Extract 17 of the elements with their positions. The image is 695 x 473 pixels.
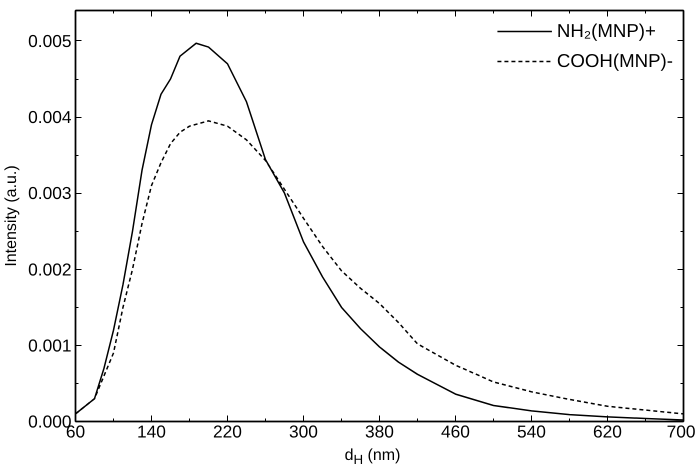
x-tick-label: 220 <box>213 422 242 442</box>
y-axis-title: Intensity (a.u.) <box>3 165 20 267</box>
legend-label: NH₂(MNP)+ <box>556 20 656 42</box>
x-tick-label: 140 <box>137 422 166 442</box>
y-tick-label: 0.003 <box>28 183 72 204</box>
y-tick-label: 0.004 <box>28 107 72 128</box>
legend-label: COOH(MNP)- <box>556 50 673 72</box>
x-tick-label: 380 <box>365 422 394 442</box>
x-tick-label: 460 <box>441 422 470 442</box>
y-tick-label: 0.005 <box>28 30 72 51</box>
x-axis-title: d$_{H}$ (nm) <box>344 446 400 470</box>
y-tick-label: 0.002 <box>28 259 72 280</box>
y-tick-label: 0.001 <box>28 335 72 356</box>
x-tick-label: 540 <box>517 422 546 442</box>
x-tick-label: 300 <box>289 422 318 442</box>
x-tick-label: 620 <box>593 422 622 442</box>
x-tick-label: 700 <box>666 422 695 442</box>
